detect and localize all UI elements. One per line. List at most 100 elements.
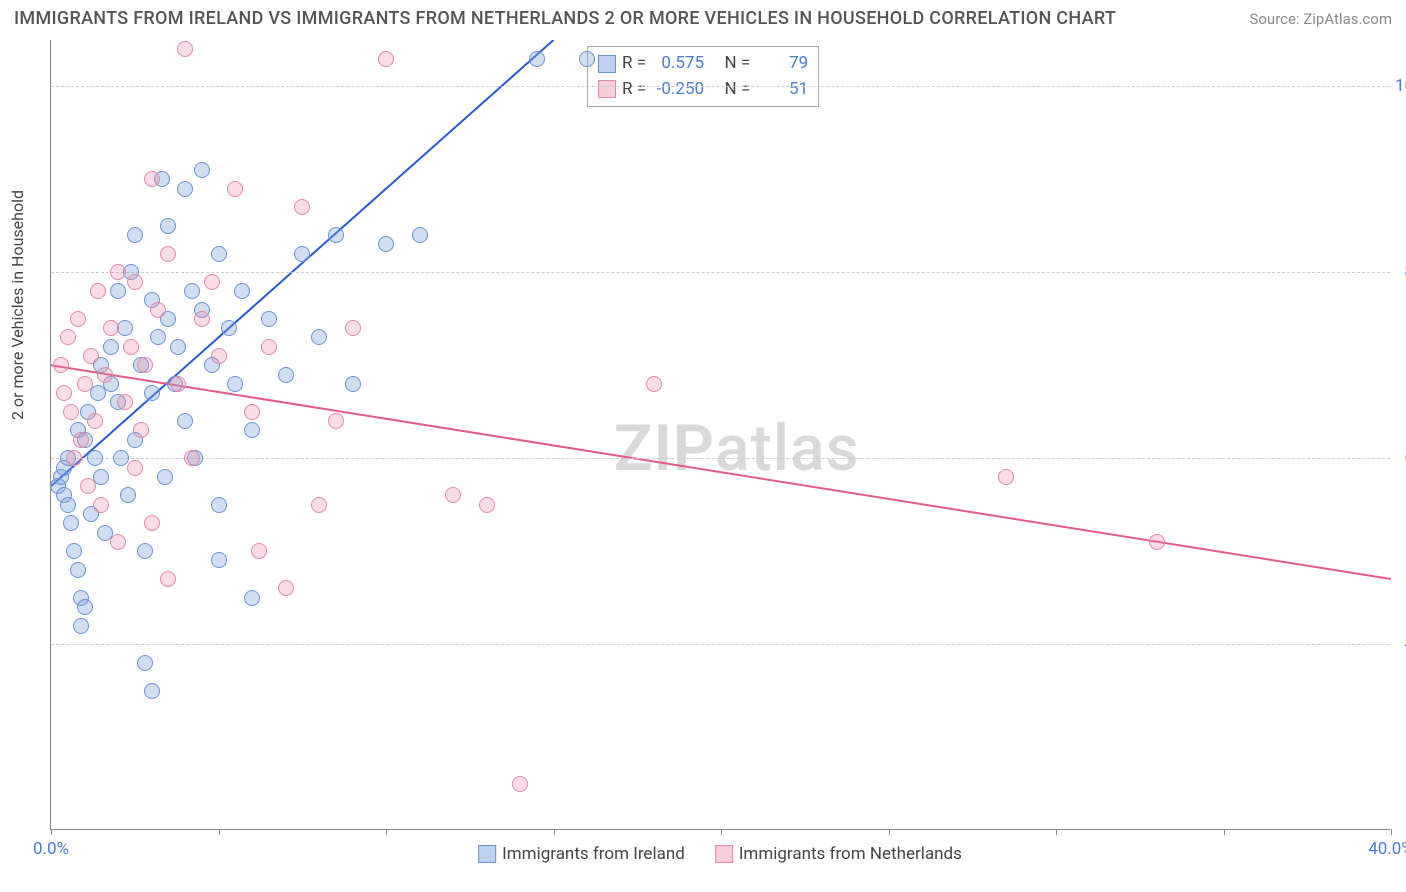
data-point bbox=[378, 51, 394, 67]
data-point bbox=[170, 376, 186, 392]
data-point bbox=[646, 376, 662, 392]
data-point bbox=[97, 367, 113, 383]
stat-label-r: R = bbox=[622, 77, 646, 103]
data-point bbox=[127, 227, 143, 243]
data-point bbox=[53, 357, 69, 373]
data-point bbox=[103, 320, 119, 336]
data-point bbox=[144, 515, 160, 531]
data-point bbox=[87, 450, 103, 466]
data-point bbox=[90, 283, 106, 299]
data-point bbox=[110, 264, 126, 280]
gridline bbox=[51, 272, 1390, 273]
data-point bbox=[110, 534, 126, 550]
data-point bbox=[579, 51, 595, 67]
data-point bbox=[127, 274, 143, 290]
data-point bbox=[123, 339, 139, 355]
data-point bbox=[328, 227, 344, 243]
stat-label-r: R = bbox=[622, 51, 646, 77]
data-point bbox=[117, 394, 133, 410]
trend-line bbox=[51, 40, 554, 486]
data-point bbox=[70, 562, 86, 578]
data-point bbox=[144, 171, 160, 187]
data-point bbox=[184, 283, 200, 299]
data-point bbox=[137, 655, 153, 671]
data-point bbox=[194, 311, 210, 327]
data-point bbox=[170, 339, 186, 355]
data-point bbox=[144, 683, 160, 699]
data-point bbox=[227, 376, 243, 392]
watermark: ZIPatlas bbox=[614, 411, 860, 486]
bottom-legend: Immigrants from IrelandImmigrants from N… bbox=[478, 844, 962, 864]
data-point bbox=[60, 329, 76, 345]
data-point bbox=[211, 348, 227, 364]
data-point bbox=[66, 450, 82, 466]
source-label: Source: ZipAtlas.com bbox=[1249, 10, 1392, 28]
data-point bbox=[311, 329, 327, 345]
x-tick bbox=[721, 829, 722, 835]
data-point bbox=[160, 246, 176, 262]
y-tick-label: 80.0% bbox=[1395, 262, 1406, 282]
data-point bbox=[328, 413, 344, 429]
x-tick bbox=[51, 829, 52, 835]
x-tick bbox=[219, 829, 220, 835]
data-point bbox=[211, 552, 227, 568]
x-tick-label: 40.0% bbox=[1368, 839, 1406, 859]
data-point bbox=[80, 478, 96, 494]
stat-value-r: -0.250 bbox=[652, 77, 704, 103]
data-point bbox=[479, 497, 495, 513]
data-point bbox=[137, 357, 153, 373]
data-point bbox=[345, 376, 361, 392]
stat-value-r: 0.575 bbox=[652, 51, 704, 77]
data-point bbox=[234, 283, 250, 299]
data-point bbox=[120, 487, 136, 503]
watermark-zip: ZIP bbox=[614, 411, 715, 486]
data-point bbox=[93, 497, 109, 513]
x-tick-label: 0.0% bbox=[33, 839, 69, 859]
data-point bbox=[137, 543, 153, 559]
stat-label-n: N = bbox=[724, 51, 750, 77]
data-point bbox=[378, 236, 394, 252]
legend-swatch bbox=[598, 80, 616, 98]
x-tick bbox=[554, 829, 555, 835]
data-point bbox=[160, 218, 176, 234]
data-point bbox=[278, 580, 294, 596]
data-point bbox=[177, 181, 193, 197]
y-axis-label: 2 or more Vehicles in Household bbox=[8, 190, 27, 420]
x-tick bbox=[1224, 829, 1225, 835]
stat-value-n: 51 bbox=[756, 77, 808, 103]
legend-swatch bbox=[478, 845, 496, 863]
data-point bbox=[73, 618, 89, 634]
x-tick bbox=[1391, 829, 1392, 835]
stats-row: R =0.575 N =79 bbox=[598, 51, 808, 77]
data-point bbox=[194, 162, 210, 178]
data-point bbox=[87, 413, 103, 429]
y-tick-label: 100.0% bbox=[1395, 76, 1406, 96]
x-tick bbox=[386, 829, 387, 835]
data-point bbox=[512, 776, 528, 792]
data-point bbox=[73, 432, 89, 448]
stat-value-n: 79 bbox=[756, 51, 808, 77]
gridline bbox=[51, 644, 1390, 645]
data-point bbox=[144, 385, 160, 401]
data-point bbox=[150, 302, 166, 318]
data-point bbox=[251, 543, 267, 559]
x-tick bbox=[1056, 829, 1057, 835]
data-point bbox=[157, 469, 173, 485]
data-point bbox=[261, 339, 277, 355]
data-point bbox=[60, 497, 76, 513]
x-tick bbox=[889, 829, 890, 835]
data-point bbox=[66, 543, 82, 559]
watermark-atlas: atlas bbox=[715, 411, 860, 486]
data-point bbox=[244, 590, 260, 606]
data-point bbox=[83, 348, 99, 364]
gridline bbox=[51, 458, 1390, 459]
data-point bbox=[110, 283, 126, 299]
data-point bbox=[412, 227, 428, 243]
data-point bbox=[77, 376, 93, 392]
data-point bbox=[227, 181, 243, 197]
data-point bbox=[278, 367, 294, 383]
stats-row: R =-0.250 N =51 bbox=[598, 77, 808, 103]
data-point bbox=[221, 320, 237, 336]
legend-label: Immigrants from Ireland bbox=[502, 844, 685, 864]
data-point bbox=[294, 199, 310, 215]
